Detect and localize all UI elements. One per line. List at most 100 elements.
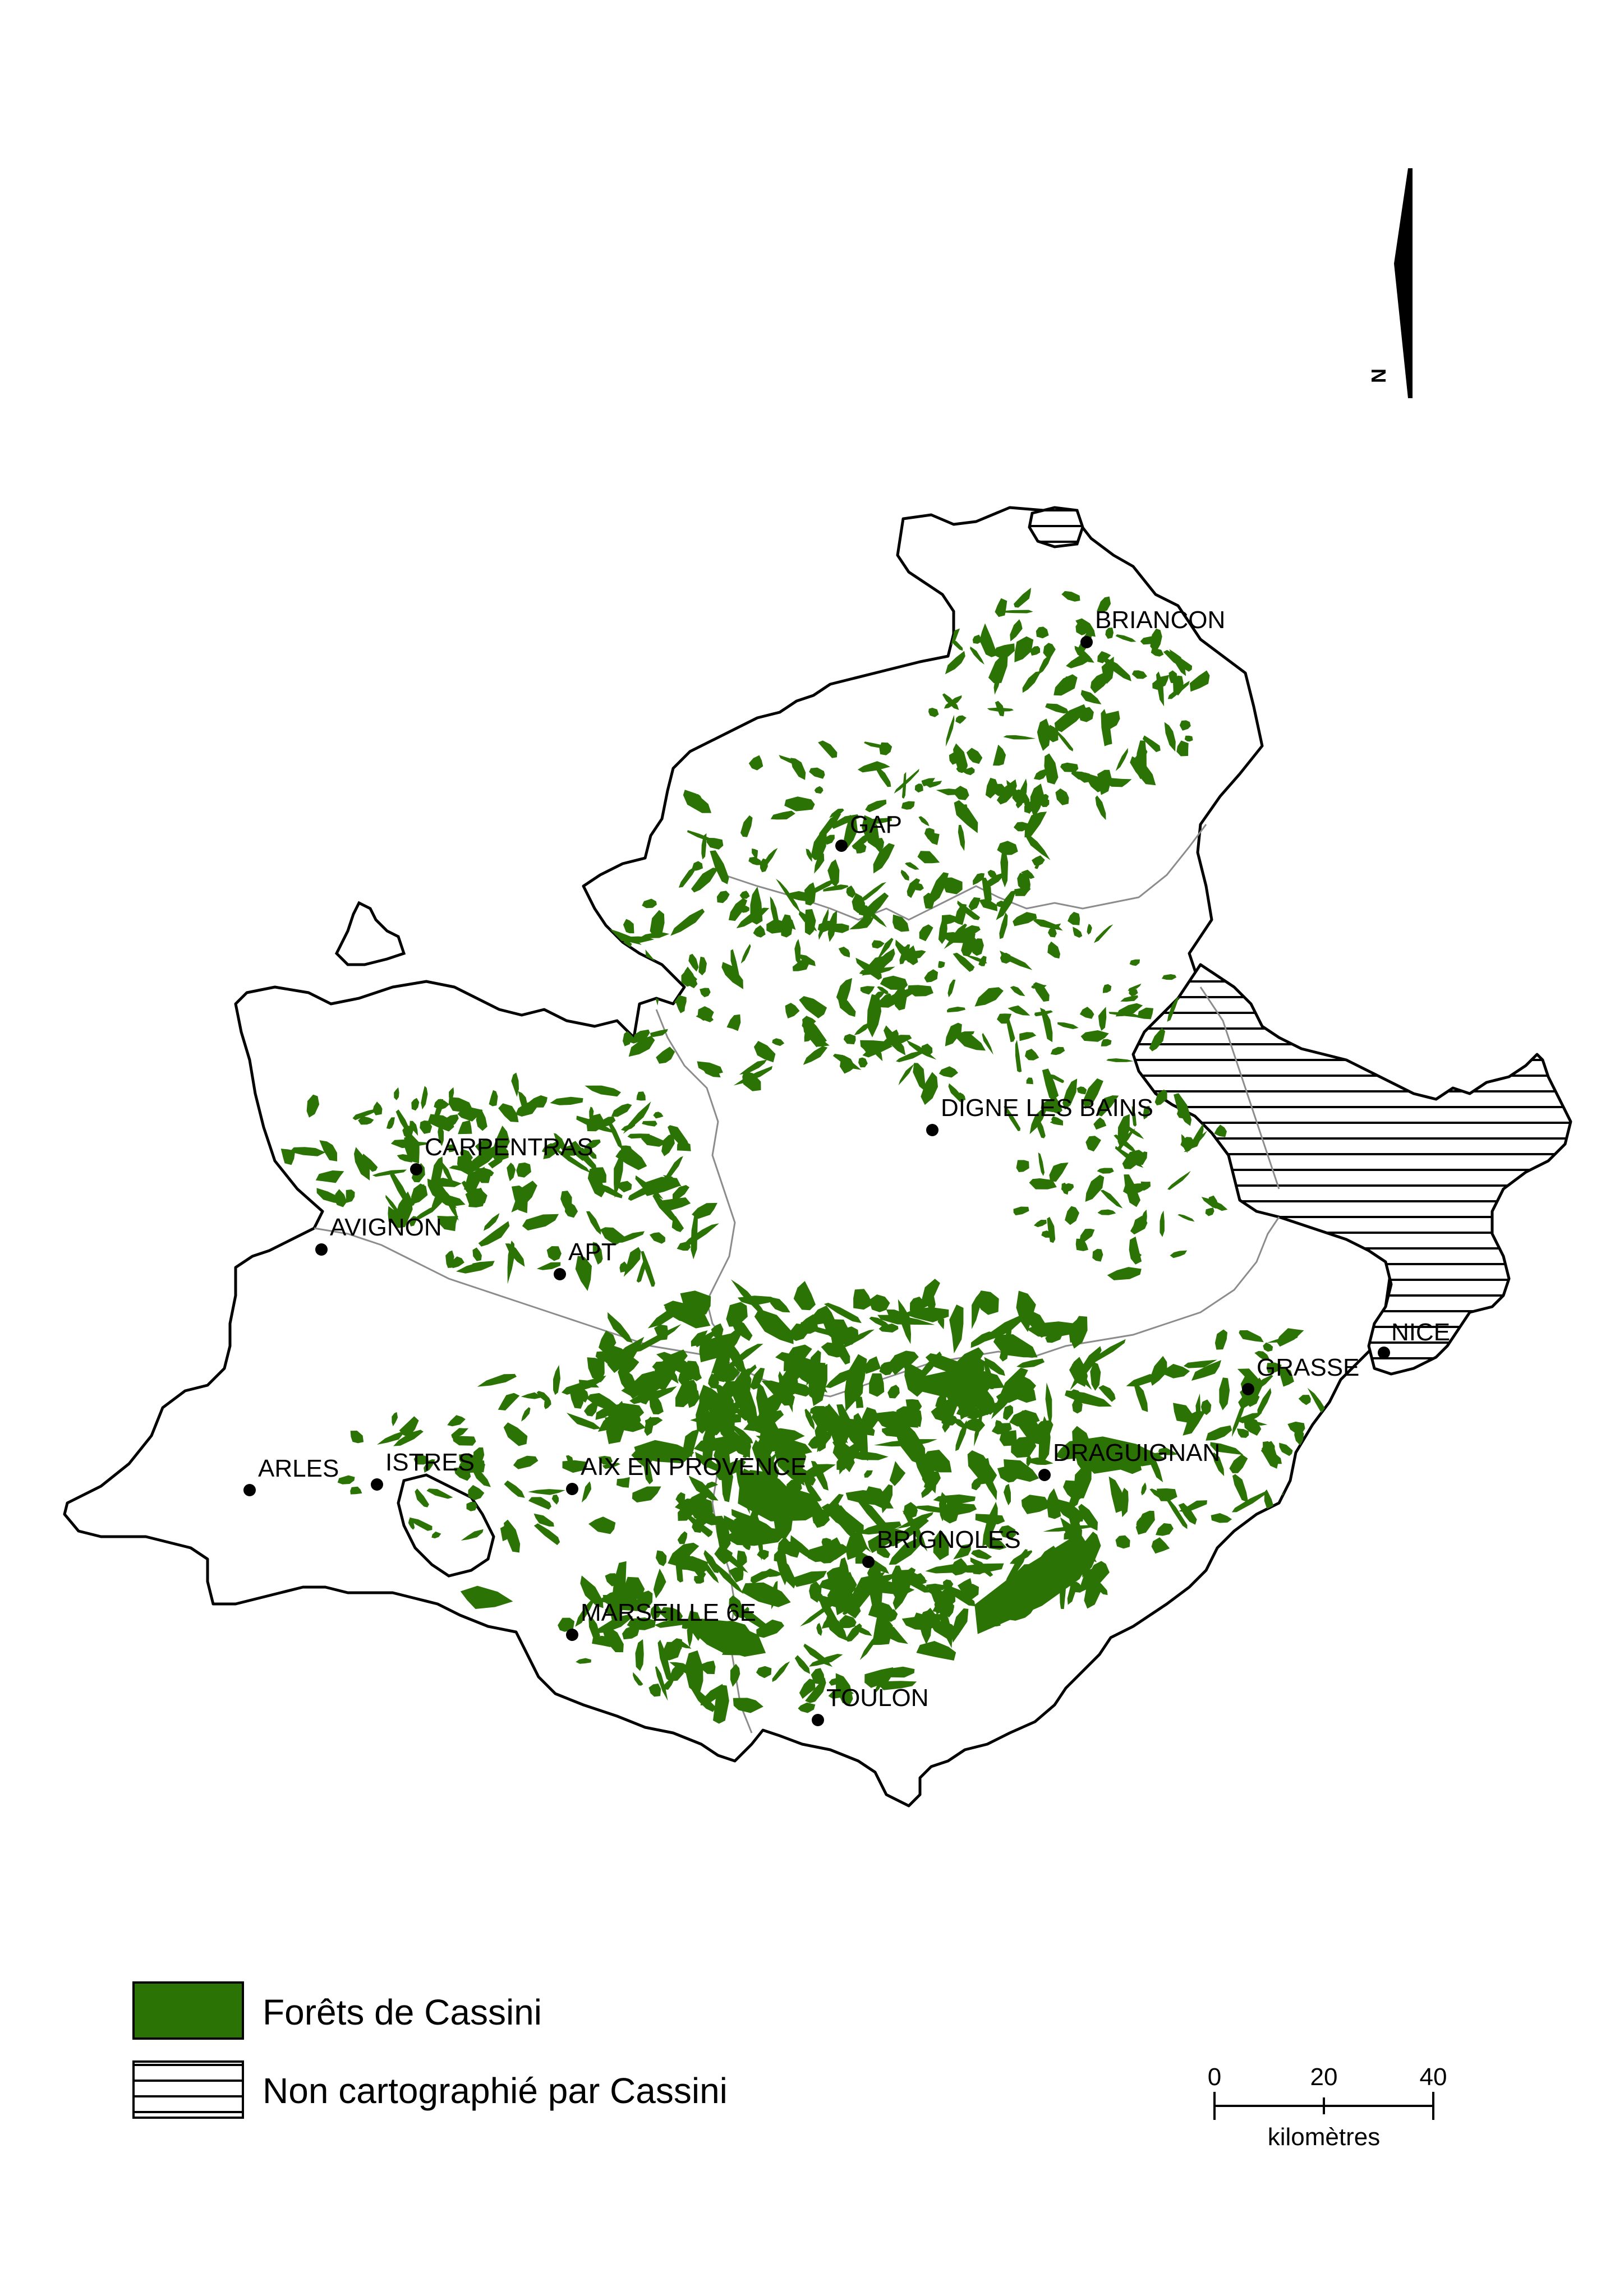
- forest-patch: [1038, 794, 1049, 806]
- forest-patch: [1125, 1124, 1144, 1140]
- forest-patch: [700, 988, 711, 998]
- forest-patch: [1055, 731, 1074, 751]
- forest-patch: [691, 1688, 716, 1712]
- forest-patch: [445, 1192, 459, 1221]
- forest-patch: [789, 891, 812, 902]
- forest-patch: [421, 1086, 428, 1110]
- forest-patch: [1097, 1209, 1116, 1215]
- forest-patch: [653, 1568, 666, 1599]
- forest-patch: [575, 1256, 592, 1291]
- forest-patch: [1080, 690, 1102, 704]
- forest-patch: [1205, 1207, 1214, 1216]
- forest-patch: [1013, 1206, 1029, 1216]
- forest-patch: [1078, 1504, 1098, 1531]
- forest-patch: [1137, 1007, 1154, 1020]
- forest-patch: [970, 1557, 993, 1577]
- forest-patch: [1079, 1007, 1094, 1019]
- forest-patch: [1195, 1393, 1201, 1421]
- forest-patch: [931, 1395, 959, 1421]
- forest-patch: [584, 1403, 598, 1417]
- forest-patch: [1036, 626, 1049, 639]
- forest-patch: [884, 1666, 915, 1678]
- forest-patch: [498, 1393, 520, 1410]
- forest-patch: [1130, 756, 1156, 786]
- forest-patch: [608, 1312, 633, 1343]
- forest-patch: [1011, 1436, 1037, 1458]
- forest-patch: [979, 623, 998, 657]
- forest-patch: [823, 1319, 852, 1346]
- forest-patch: [1105, 778, 1132, 787]
- forest-patch: [1009, 1550, 1033, 1564]
- forest-patch: [1030, 646, 1041, 656]
- forest-patch: [1094, 924, 1114, 943]
- forest-patch: [927, 1619, 956, 1640]
- city-label-aix: AIX EN PROVENCE: [581, 1453, 807, 1481]
- forest-patch: [873, 843, 895, 874]
- forest-patch: [886, 1309, 905, 1321]
- forest-patch: [881, 1484, 893, 1514]
- forest-patch: [598, 1456, 613, 1465]
- forest-patch: [879, 1629, 888, 1641]
- forest-patch: [655, 1666, 668, 1701]
- forest-patch: [933, 1494, 976, 1504]
- forest-patch: [945, 651, 965, 675]
- forest-patch: [799, 1679, 816, 1699]
- forest-patch: [955, 1420, 968, 1451]
- forest-patch: [821, 1617, 834, 1629]
- forest-patch: [1302, 1456, 1317, 1472]
- forest-patch: [982, 1501, 998, 1547]
- forest-patch: [487, 1152, 505, 1169]
- forest-patch: [1028, 1420, 1053, 1440]
- forest-patch: [522, 1214, 559, 1231]
- forest-patch: [818, 908, 829, 940]
- forest-patch: [818, 740, 838, 758]
- forest-patch: [690, 1413, 742, 1424]
- forest-patch: [1068, 911, 1080, 925]
- forest-patch: [752, 849, 758, 859]
- forest-patch: [606, 1119, 623, 1150]
- forest-patch: [650, 1606, 662, 1620]
- forest-patch: [500, 1525, 509, 1542]
- forest-patch: [800, 1600, 840, 1627]
- forest-patch: [905, 862, 919, 870]
- forest-patch: [840, 1055, 855, 1074]
- city-marker-carpentras: [410, 1163, 422, 1175]
- forest-patch: [848, 1378, 863, 1401]
- forest-patch: [842, 1602, 853, 1615]
- forest-patch: [1128, 983, 1142, 991]
- forest-patch: [945, 1022, 962, 1046]
- forest-patch: [970, 646, 984, 665]
- forest-patch: [907, 985, 933, 997]
- forest-patch: [1032, 855, 1045, 865]
- forest-patch: [1189, 670, 1210, 692]
- forest-patch: [913, 883, 924, 891]
- forest-patch: [1061, 591, 1080, 602]
- forest-patch: [958, 804, 968, 815]
- forest-patch: [730, 1279, 769, 1320]
- city-label-grasse: GRASSE: [1257, 1354, 1359, 1381]
- forest-patch: [663, 1678, 674, 1690]
- forest-patch: [1167, 680, 1190, 699]
- forest-patch: [1298, 1395, 1311, 1405]
- forest-patch: [833, 923, 849, 933]
- forest-patch: [928, 1587, 940, 1595]
- forest-patch: [621, 970, 646, 983]
- forest-patch: [1212, 1452, 1225, 1477]
- forest-patch: [804, 1408, 815, 1430]
- forest-patch: [420, 1120, 433, 1134]
- city-label-marseille: MARSEILLE 6E: [581, 1599, 756, 1626]
- forest-patch: [771, 1580, 778, 1610]
- forest-patch: [1033, 1220, 1047, 1228]
- forest-patch: [1141, 1482, 1147, 1496]
- forest-patch: [385, 1195, 402, 1218]
- forest-patch: [682, 966, 698, 989]
- forest-patch: [823, 1303, 862, 1324]
- forest-patch: [494, 1146, 509, 1160]
- forest-patch: [614, 1152, 624, 1198]
- forest-patch: [1151, 1537, 1170, 1554]
- scale-bar-line: [1213, 2092, 1434, 2120]
- forest-patch: [691, 868, 719, 893]
- forest-layer: [280, 588, 1350, 1724]
- forest-patch: [602, 1625, 624, 1653]
- forest-patch: [408, 1518, 415, 1530]
